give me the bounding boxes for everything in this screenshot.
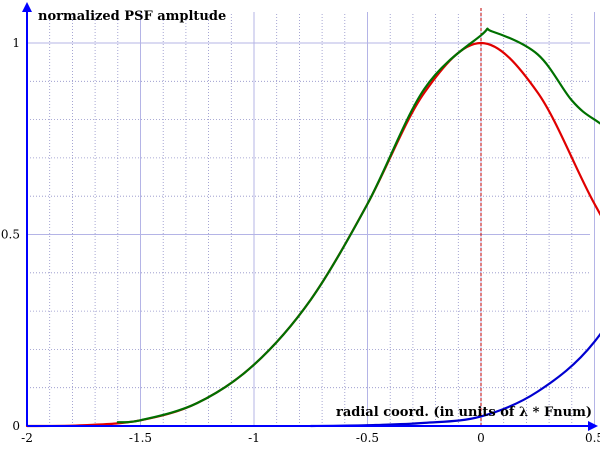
blue-psf-curve — [309, 332, 600, 428]
green-sum-curve — [116, 27, 600, 424]
y-tick-label: 1 — [12, 36, 20, 50]
x-tick-label: 0 — [477, 431, 485, 445]
y-axis-arrow — [22, 2, 32, 12]
y-axis-label: normalized PSF ampltude — [38, 9, 226, 24]
y-tick-label: 0.5 — [1, 228, 20, 242]
x-tick-label: -1 — [248, 431, 260, 445]
y-tick-label: 0 — [12, 419, 20, 433]
tick-labels: -2-1.5-1-0.500.511.522.500.51 — [1, 36, 600, 445]
grid — [27, 12, 595, 426]
x-tick-label: -0.5 — [356, 431, 379, 445]
x-tick-label: 0.5 — [585, 431, 600, 445]
x-axis-arrow — [588, 421, 598, 431]
x-axis-label: radial coord. (in units of λ * Fnum) — [336, 405, 592, 420]
series-layer — [25, 27, 600, 428]
axes — [22, 2, 598, 431]
x-tick-label: -1.5 — [129, 431, 152, 445]
x-tick-label: -2 — [21, 431, 33, 445]
vertical-markers — [480, 8, 482, 426]
